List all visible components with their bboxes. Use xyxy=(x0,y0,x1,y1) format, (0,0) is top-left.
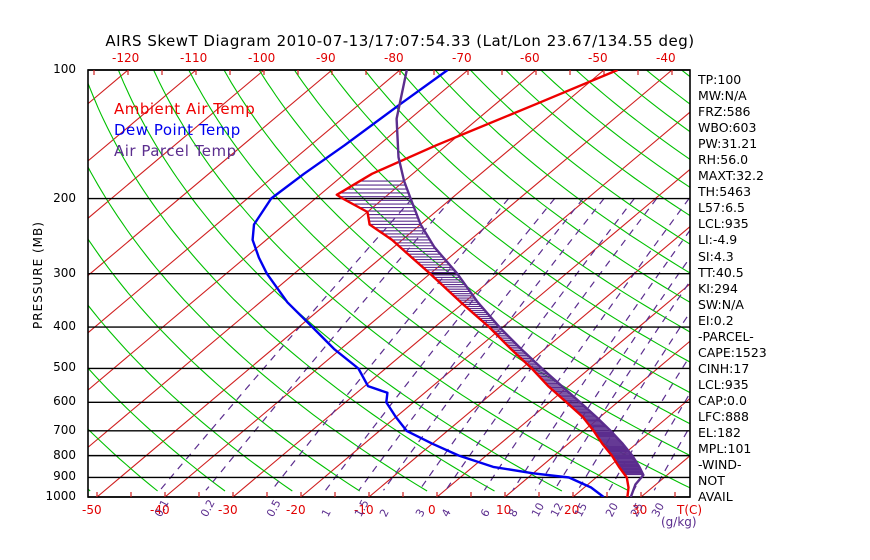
index-si: SI:4.3 xyxy=(698,248,734,264)
dry-adiabat xyxy=(88,488,91,492)
mixing-ratio-line xyxy=(325,198,556,491)
isotherm xyxy=(709,70,870,497)
dry-adiabat xyxy=(717,70,870,274)
isotherm xyxy=(640,455,690,497)
mixing-ratio-line xyxy=(445,198,658,491)
index-lcl: LCL:935 xyxy=(698,376,749,392)
isotherm xyxy=(164,70,673,497)
isotherm xyxy=(777,70,870,497)
dry-adiabat xyxy=(610,70,690,133)
plot-frame xyxy=(87,69,691,498)
isotherm xyxy=(368,225,690,497)
trace-air-parcel-temp xyxy=(395,70,645,497)
index-not: NOT xyxy=(698,473,725,489)
isotherm xyxy=(436,283,690,497)
dry-adiabat xyxy=(575,70,690,161)
isotherm xyxy=(0,70,60,497)
index-tp: TP:100 xyxy=(698,72,742,87)
index-mw: MW:N/A xyxy=(698,88,747,104)
dry-adiabat xyxy=(434,70,690,274)
index-pw: PW:31.21 xyxy=(698,136,758,152)
dry-adiabat xyxy=(88,367,226,492)
mixing-ratio-line xyxy=(383,198,605,491)
dry-adiabat xyxy=(88,81,495,492)
isotherm xyxy=(88,70,129,105)
index-maxt: MAXT:32.2 xyxy=(698,168,764,184)
dry-adiabat xyxy=(88,238,360,492)
dry-adiabat xyxy=(645,70,690,105)
isotherm xyxy=(88,70,197,162)
index-frz: FRZ:586 xyxy=(698,104,751,120)
index-cape: CAPE:1523 xyxy=(698,344,767,360)
index-mpl: MPL:101 xyxy=(698,441,752,457)
index-l57: L57:6.5 xyxy=(698,200,745,216)
trace-ambient-air-temp xyxy=(335,70,630,497)
index-th: TH:5463 xyxy=(698,184,752,200)
dry-adiabat xyxy=(88,428,158,492)
isotherm xyxy=(88,70,401,334)
mixing-ratio-line xyxy=(358,198,584,491)
index-ki: KI:294 xyxy=(698,280,738,296)
dry-adiabat xyxy=(153,70,630,492)
dry-adiabat xyxy=(117,70,563,492)
isotherm xyxy=(845,70,870,497)
index-cap: CAP:0.0 xyxy=(698,392,747,408)
index-li: LI:-4.9 xyxy=(698,232,738,248)
index-el: EL:182 xyxy=(698,425,741,441)
dry-adiabat xyxy=(0,70,23,491)
index-ei: EI:0.2 xyxy=(698,312,734,328)
dry-adiabat xyxy=(540,70,690,189)
page-title: AIRS SkewT Diagram 2010-07-13/17:07:54.3… xyxy=(105,32,695,50)
mixing-ratio-line xyxy=(553,280,690,491)
index-lfc: LFC:888 xyxy=(698,408,749,424)
index-sw: SW:N/A xyxy=(698,296,744,312)
dry-adiabat xyxy=(293,70,690,394)
dry-adiabat xyxy=(505,70,690,217)
isotherm xyxy=(88,70,469,391)
mixing-ratio-line xyxy=(205,198,453,491)
index-wind: -WIND- xyxy=(698,457,742,473)
isotherm xyxy=(572,397,690,497)
index-rh: RH:56.0 xyxy=(698,152,749,168)
index-tt: TT:40.5 xyxy=(698,264,744,280)
isotherm xyxy=(504,340,690,497)
mixing-ratio-line xyxy=(159,198,413,491)
dry-adiabat xyxy=(329,70,690,363)
index-wbo: WBO:603 xyxy=(698,120,757,136)
mixing-ratio-line xyxy=(608,354,690,491)
index-cinh: CINH:17 xyxy=(698,360,750,376)
trace-dew-point-temp xyxy=(251,70,605,497)
dry-adiabat xyxy=(258,70,690,425)
index-parcel: -PARCEL- xyxy=(698,328,754,344)
index-lcl: LCL:935 xyxy=(698,216,749,232)
dry-adiabat xyxy=(399,70,690,303)
mixing-ratio-line xyxy=(271,198,510,491)
dry-adiabat xyxy=(88,165,428,492)
index-avail: AVAIL xyxy=(698,489,733,505)
dry-adiabat xyxy=(188,70,690,489)
isotherm xyxy=(88,70,537,449)
dry-adiabat xyxy=(681,70,690,78)
sounding-indices-panel: TP:100 MW:N/A FRZ:586 WBO:603 PW:31.21 RH:56.… xyxy=(698,72,863,505)
dry-adiabat xyxy=(223,70,690,457)
dry-adiabat xyxy=(470,70,690,245)
mixing-ratio-line xyxy=(633,392,690,491)
dry-adiabat xyxy=(752,70,870,255)
isotherm xyxy=(88,70,333,277)
dry-adiabat xyxy=(88,304,293,492)
isotherm xyxy=(300,168,690,497)
isotherm xyxy=(96,70,605,497)
mixing-ratio-line xyxy=(418,198,635,491)
dry-adiabat xyxy=(364,70,690,333)
isotherm xyxy=(88,70,265,219)
